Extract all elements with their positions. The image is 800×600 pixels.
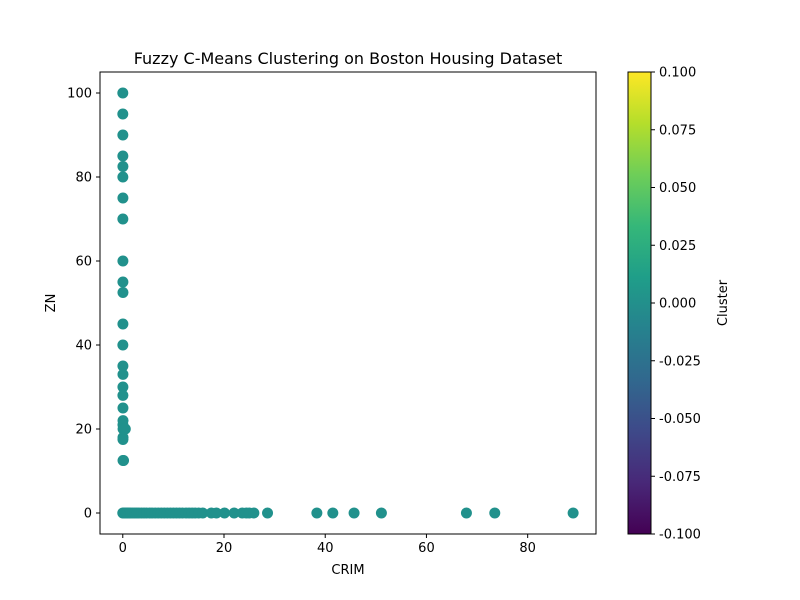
data-point — [348, 507, 360, 519]
data-point — [117, 87, 129, 99]
data-point — [311, 507, 323, 519]
points-layer — [117, 87, 579, 519]
data-point — [117, 287, 129, 298]
data-point — [460, 507, 472, 519]
data-point — [197, 507, 209, 519]
y-tick-label: 0 — [84, 507, 92, 522]
colorbar-tick-label: -0.100 — [659, 528, 701, 543]
data-point — [117, 368, 129, 380]
data-point — [117, 434, 129, 445]
y-tick-label: 40 — [75, 339, 92, 354]
data-point — [117, 129, 129, 141]
data-point — [117, 389, 129, 401]
data-point — [375, 507, 387, 519]
data-point — [117, 339, 129, 351]
colorbar-tick-label: 0.075 — [659, 123, 696, 138]
data-point — [118, 455, 130, 466]
data-point — [248, 507, 260, 519]
data-point — [117, 318, 129, 330]
colorbar-bar — [627, 71, 652, 535]
y-tick-label: 60 — [75, 255, 92, 270]
chart-title: Fuzzy C-Means Clustering on Boston Housi… — [134, 49, 563, 68]
colorbar-tick-label: 0.100 — [659, 66, 696, 81]
data-point — [489, 507, 501, 519]
y-axis: 0 20 40 60 80 100 — [67, 87, 100, 522]
x-tick-label: 60 — [418, 541, 435, 556]
x-tick-label: 40 — [317, 541, 334, 556]
data-point — [117, 276, 129, 288]
colorbar-tick-label: 0.025 — [659, 239, 696, 254]
x-axis-label: CRIM — [331, 563, 364, 578]
y-axis-label: ZN — [44, 294, 59, 313]
data-point — [117, 213, 129, 225]
data-point — [117, 192, 129, 204]
data-point — [117, 255, 129, 267]
y-tick-label: 20 — [75, 423, 92, 438]
x-tick-label: 0 — [119, 541, 127, 556]
y-tick-label: 100 — [67, 87, 92, 102]
colorbar-tick-label: -0.075 — [659, 470, 701, 485]
data-point — [262, 507, 274, 519]
data-point — [327, 507, 339, 519]
data-point — [117, 108, 129, 120]
y-tick-label: 80 — [75, 171, 92, 186]
data-point — [210, 507, 222, 519]
colorbar-tick-label: -0.050 — [659, 412, 701, 427]
data-point — [219, 507, 231, 519]
data-point — [117, 402, 129, 414]
x-tick-label: 20 — [216, 541, 233, 556]
data-point — [228, 507, 240, 519]
plot-frame — [99, 71, 597, 535]
data-point — [117, 381, 129, 393]
x-tick-label: 80 — [519, 541, 536, 556]
colorbar-tick-label: 0.050 — [659, 181, 696, 196]
colorbar-tick-label: 0.000 — [659, 297, 696, 312]
colorbar-ticks: 0.100 0.075 0.050 0.025 0.000 -0.025 -0.050 -0.… — [651, 66, 701, 543]
x-axis: 0 20 40 60 80 — [119, 534, 536, 556]
data-point — [117, 161, 129, 172]
colorbar-tick-label: -0.025 — [659, 354, 701, 369]
data-point — [119, 423, 131, 435]
data-point — [117, 150, 129, 162]
data-point — [117, 360, 129, 372]
data-point — [567, 507, 579, 519]
colorbar-label: Cluster — [716, 279, 731, 326]
data-point — [117, 171, 129, 183]
